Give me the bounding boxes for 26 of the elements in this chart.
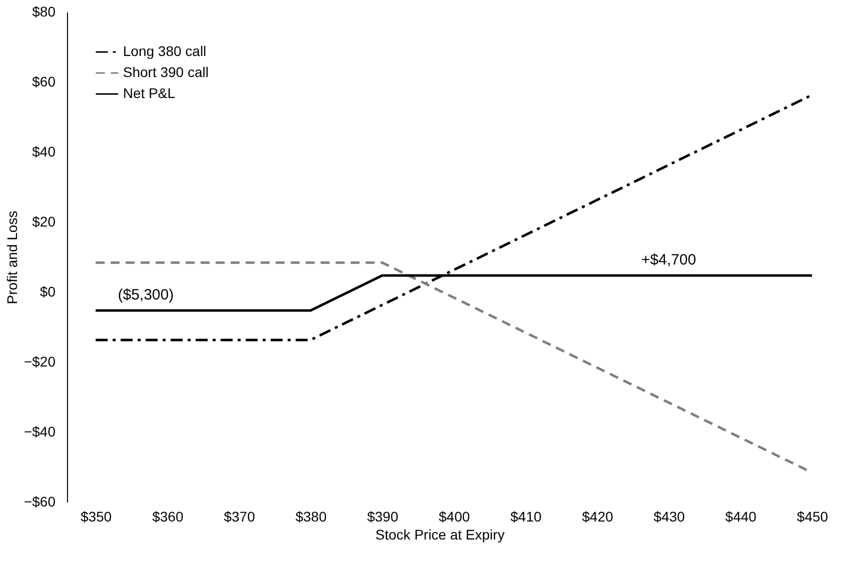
x-tick-label: $450 (796, 508, 828, 524)
x-axis-title: Stock Price at Expiry (375, 526, 505, 542)
legend-label: Net P&L (123, 85, 176, 101)
y-tick-label: −$40 (24, 424, 56, 440)
x-tick-label: $440 (725, 508, 757, 524)
y-tick-label: $60 (32, 74, 56, 90)
y-axis-title: Profit and Loss (4, 210, 20, 304)
legend-label: Short 390 call (123, 64, 209, 80)
y-tick-label: $0 (40, 284, 56, 300)
y-tick-label: $40 (32, 144, 56, 160)
x-tick-label: $430 (654, 508, 686, 524)
x-tick-label: $410 (510, 508, 542, 524)
y-tick-label: −$60 (24, 494, 56, 510)
x-tick-label: $360 (152, 508, 184, 524)
y-tick-label: −$20 (24, 354, 56, 370)
x-tick-label: $420 (582, 508, 614, 524)
x-tick-label: $380 (295, 508, 327, 524)
x-tick-label: $370 (224, 508, 256, 524)
y-tick-label: $20 (32, 214, 56, 230)
x-tick-label: $350 (80, 508, 112, 524)
x-tick-label: $390 (367, 508, 398, 524)
annotation: +$4,700 (641, 252, 696, 269)
annotation: ($5,300) (118, 286, 174, 304)
legend-label: Long 380 call (123, 43, 206, 59)
x-tick-label: $400 (438, 508, 470, 524)
y-tick-label: $80 (32, 4, 56, 20)
